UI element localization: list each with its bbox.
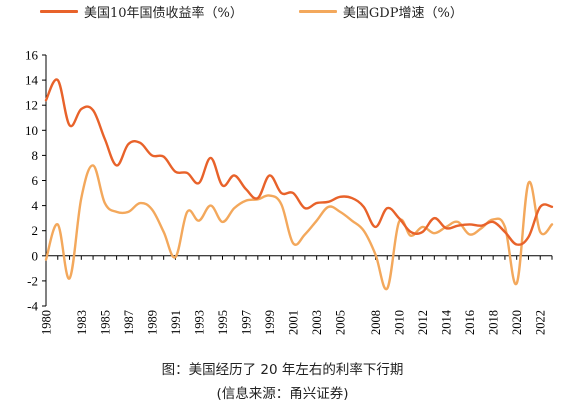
y-tick-label: -4	[27, 299, 38, 314]
legend-label-gdp: 美国GDP增速（%）	[342, 6, 463, 21]
x-tick-label: 2012	[416, 310, 430, 335]
x-tick-label: 2018	[487, 310, 501, 335]
legend: 美国10年国债收益率（%） 美国GDP增速（%）	[40, 2, 519, 21]
x-tick-label: 1999	[263, 310, 277, 335]
figure-caption: 图：美国经历了 20 年左右的利率下行期	[161, 362, 404, 378]
y-tick-label: 2	[32, 223, 39, 238]
legend-swatch-gdp	[298, 10, 337, 13]
x-tick-label: 1995	[216, 310, 230, 335]
axis-layer: -4 -2 0 2 4 6 8 10 12 14 16 1980 1983 1985 1987 1989 199…	[25, 48, 553, 335]
x-tick-label: 2008	[369, 310, 383, 335]
x-tick-label: 1993	[192, 310, 206, 335]
source-note: (信息来源：甬兴证券)	[216, 386, 349, 402]
x-tick-label: 1980	[40, 310, 54, 335]
legend-swatch-yield	[40, 10, 78, 13]
x-tick-label: 2020	[510, 310, 524, 335]
y-tick-label: 4	[32, 198, 39, 213]
x-tick-label: 2001	[287, 310, 301, 335]
x-tick-label: 1987	[122, 310, 136, 335]
y-tick-label: 16	[25, 48, 39, 63]
x-tick-label: 2016	[463, 310, 477, 335]
legend-label-yield: 美国10年国债收益率（%）	[84, 6, 243, 21]
series-line-yield	[44, 78, 554, 246]
y-tick-label: 6	[32, 173, 39, 188]
legend-item-yield: 美国10年国债收益率（%）	[40, 2, 243, 21]
y-tick-label: 0	[32, 248, 39, 263]
series-layer	[44, 78, 554, 291]
y-tick-label: -2	[27, 273, 38, 288]
x-tick-label: 2022	[534, 310, 548, 335]
y-tick-label: 8	[32, 148, 39, 163]
x-tick-label: 1983	[75, 310, 89, 335]
y-tick-label: 14	[25, 73, 39, 88]
y-tick-label: 10	[25, 123, 38, 138]
x-tick-label: 2010	[393, 310, 407, 335]
legend-item-gdp: 美国GDP增速（%）	[298, 2, 463, 21]
x-tick-label: 1997	[240, 310, 254, 335]
x-tick-label: 2003	[310, 310, 324, 335]
y-tick-label: 12	[25, 98, 38, 113]
series-line-gdp	[44, 164, 554, 291]
x-tick-label: 2005	[334, 310, 348, 335]
x-tick-label: 1989	[145, 310, 159, 335]
x-tick-label: 1991	[169, 310, 183, 335]
x-tick-label: 1985	[98, 310, 112, 335]
x-tick-label: 2014	[440, 309, 454, 335]
